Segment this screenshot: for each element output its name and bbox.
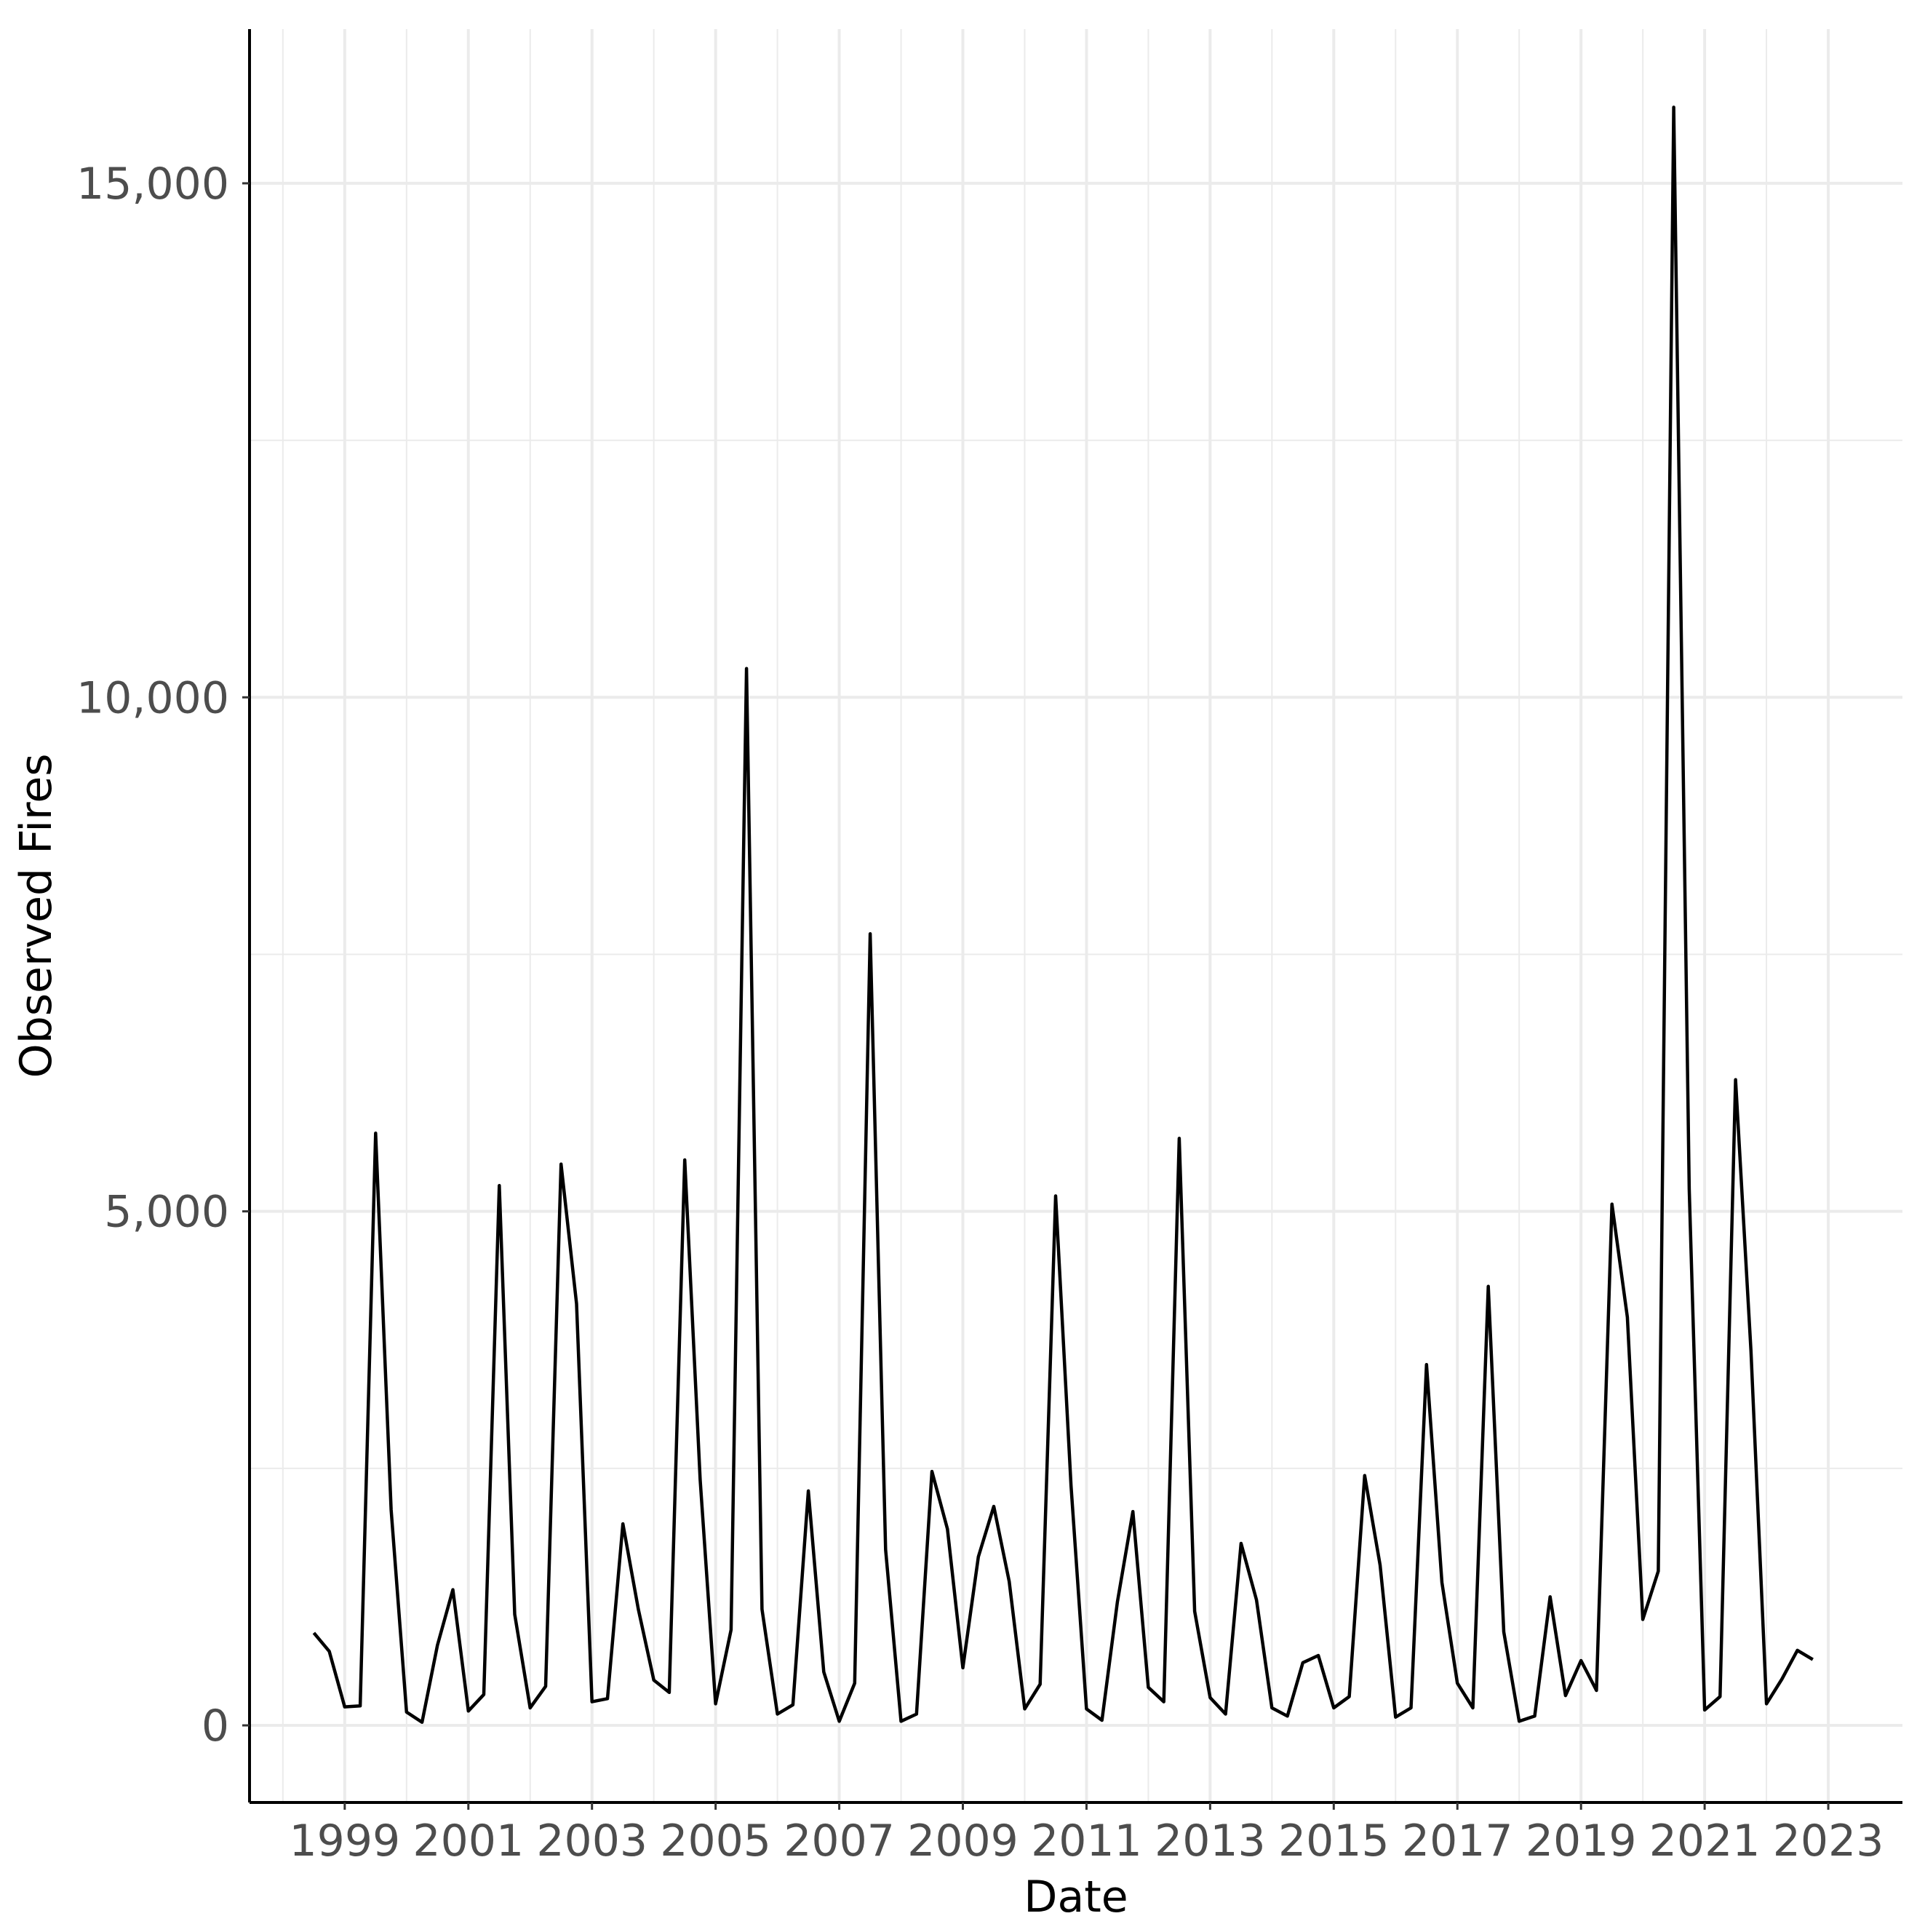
x-tick-label: 2009: [907, 1816, 1019, 1867]
x-tick-label: 2005: [660, 1816, 771, 1867]
x-tick-label: 2019: [1526, 1816, 1637, 1867]
observed-fires-series-line: [312, 106, 1814, 1725]
series-layer: [312, 106, 1814, 1725]
x-tick-label: 2015: [1278, 1816, 1390, 1867]
x-axis-title: Date: [1024, 1872, 1128, 1923]
y-tick-label: 0: [202, 1701, 229, 1752]
x-tick-label: 2013: [1155, 1816, 1266, 1867]
grid-lines: [250, 29, 1902, 1802]
x-tick-label: 2021: [1649, 1816, 1761, 1867]
x-tick-label: 2001: [412, 1816, 524, 1867]
y-tick-label: 5,000: [104, 1187, 229, 1238]
y-tick-label: 10,000: [76, 672, 229, 723]
y-tick-label: 15,000: [76, 159, 229, 210]
tick-labels: 1999 2001 2003 2005 2007 2009 2011 2013 2015 2017…: [76, 159, 1884, 1867]
x-tick-label: 2017: [1402, 1816, 1513, 1867]
x-tick-label: 2011: [1031, 1816, 1142, 1867]
x-tick-label: 2023: [1773, 1816, 1884, 1867]
axes: [248, 29, 1902, 1804]
y-axis-title: Observed Fires: [11, 753, 62, 1078]
x-tick-label: 1999: [289, 1816, 400, 1867]
x-tick-label: 2003: [536, 1816, 647, 1867]
x-tick-label: 2007: [784, 1816, 895, 1867]
